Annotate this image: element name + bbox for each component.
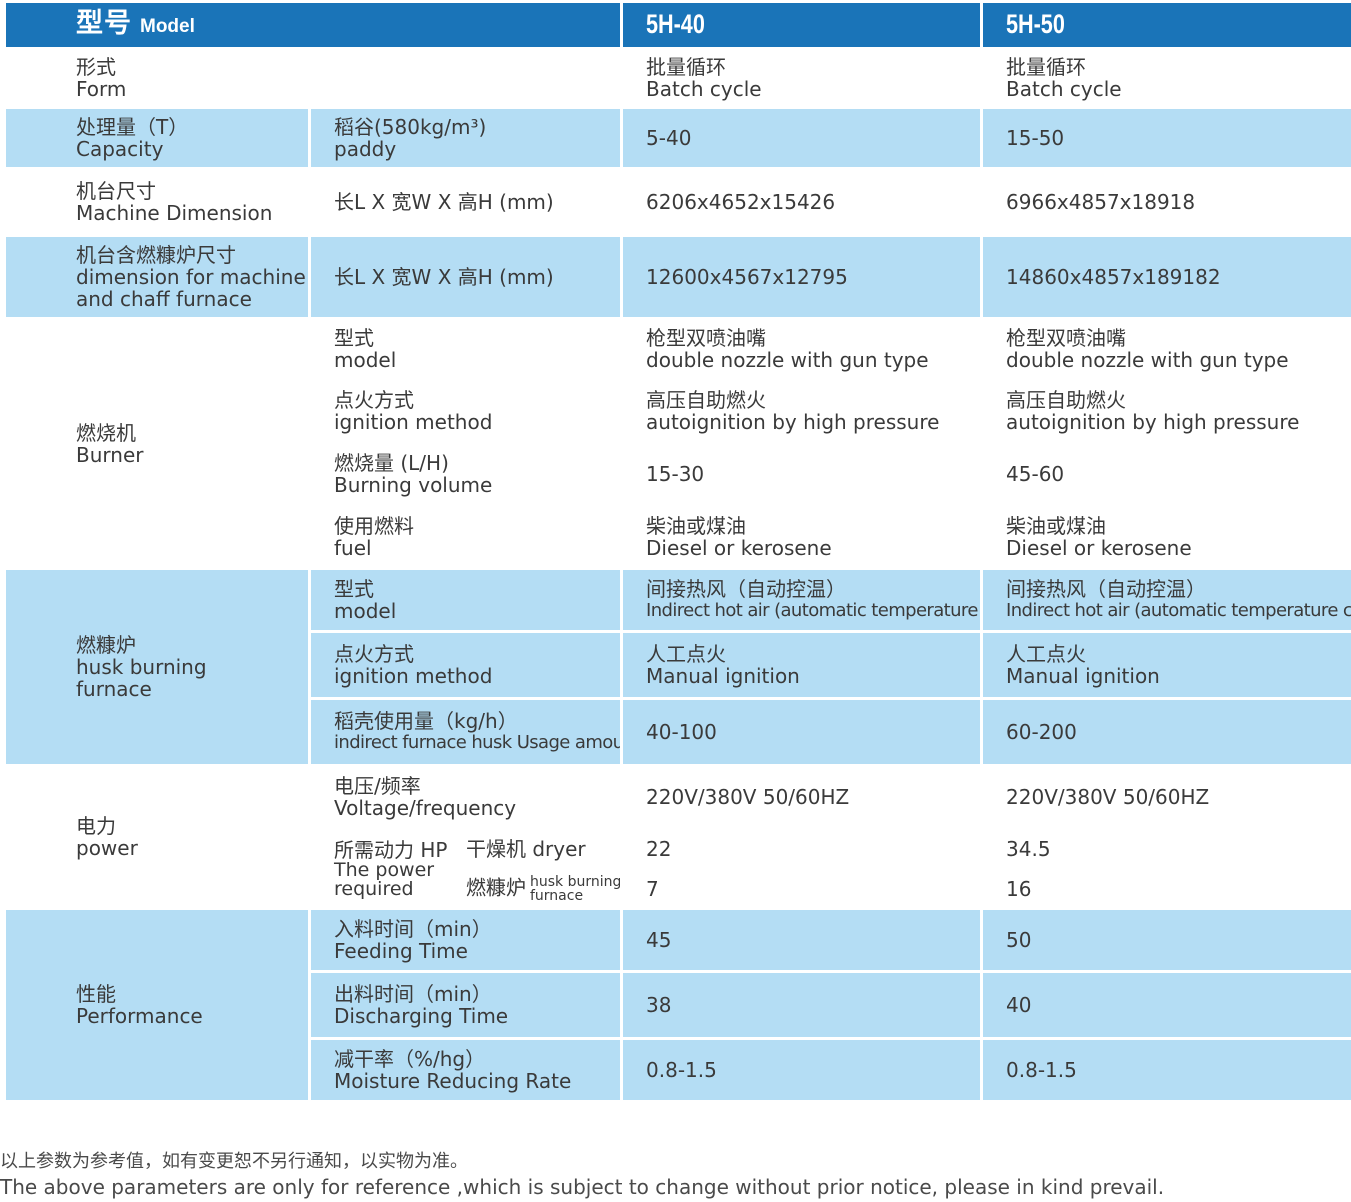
val-burner-model-5h50: 枪型双喷油嘴 double nozzle with gun type	[1006, 326, 1289, 372]
header-row: 型号 Model 5H-40 5H-50	[6, 3, 1351, 47]
row-husk-model: 燃糠炉 husk burning furnace 型式 model 间接热风（自动控温…	[6, 570, 1351, 700]
row-machine-dimension: 机台尺寸 Machine Dimension 长L X 宽W X 高H (mm) …	[6, 170, 1351, 234]
footnote-en: The above parameters are only for refere…	[0, 1175, 1165, 1199]
sub-burner-ignition: 点火方式 ignition method	[334, 388, 493, 434]
sub-dimension-chaff: 长L X 宽W X 高H (mm)	[334, 265, 554, 289]
val-husk-usage-5h50: 60-200	[1006, 720, 1077, 744]
sub-machine-dimension: 长L X 宽W X 高H (mm)	[334, 190, 554, 214]
row-burner-model: 燃烧机 Burner 型式 model 枪型双喷油嘴 double nozzle wi…	[6, 320, 1351, 466]
sub-burner-volume: 燃烧量 (L/H) Burning volume	[334, 451, 493, 497]
label-power: 电力 power	[76, 814, 138, 860]
header-model-zh: 型号	[76, 8, 132, 38]
sub-husk-ignition: 点火方式 ignition method	[334, 642, 493, 688]
val-dimension-chaff-5h50: 14860x4857x189182	[1006, 265, 1221, 289]
val-husk-ignition-5h40: 人工点火 Manual ignition	[646, 642, 800, 688]
val-burner-ignition-5h40: 高压自助燃火 autoignition by high pressure	[646, 388, 940, 434]
val-perf-discharging-5h50: 40	[1006, 993, 1032, 1017]
footnote-zh: 以上参数为参考值，如有变更恕不另行通知，以实物为准。	[0, 1151, 468, 1172]
sub-capacity: 稻谷(580kg/m³) paddy	[334, 115, 487, 161]
sub-perf-discharging: 出料时间（min） Discharging Time	[334, 982, 509, 1028]
row-perf-feeding: 性能 Performance 入料时间（min） Feeding Time 45 5…	[6, 910, 1351, 1027]
footnotes: 以上参数为参考值，如有变更恕不另行通知，以实物为准。 The above par…	[0, 1150, 1351, 1200]
val-machine-dimension-5h50: 6966x4857x18918	[1006, 190, 1196, 214]
label-capacity: 处理量（T） Capacity	[76, 115, 189, 161]
sub-perf-moisture: 减干率（%/hg） Moisture Reducing Rate	[334, 1047, 572, 1093]
val-power-voltage-5h50: 220V/380V 50/60HZ	[1006, 785, 1210, 809]
sub-power-dryer: 干燥机 dryer	[466, 836, 586, 861]
label-performance: 性能 Performance	[76, 982, 203, 1028]
header-model-en: Model	[140, 16, 195, 37]
val-husk-ignition-5h50: 人工点火 Manual ignition	[1006, 642, 1160, 688]
val-burner-volume-5h40: 15-30	[646, 462, 705, 486]
label-husk-furnace: 燃糠炉 husk burning furnace	[76, 633, 207, 701]
label-form: 形式 Form	[76, 55, 127, 101]
val-burner-fuel-5h50: 柴油或煤油 Diesel or kerosene	[1006, 514, 1192, 560]
val-perf-moisture-5h50: 0.8-1.5	[1006, 1058, 1077, 1082]
sub-husk-usage: 稻壳使用量（kg/h） indirect furnace husk Usage a…	[334, 709, 621, 753]
val-perf-discharging-5h40: 38	[646, 993, 672, 1017]
val-husk-model-5h50: 间接热风（自动控温） Indirect hot air (automatic te…	[1006, 577, 1351, 621]
val-dimension-chaff-5h40: 12600x4567x12795	[646, 265, 848, 289]
val-power-furnace-5h50: 16	[1006, 876, 1032, 901]
val-power-dryer-5h50: 34.5	[1006, 836, 1051, 861]
sub-perf-feeding: 入料时间（min） Feeding Time	[334, 917, 492, 963]
row-dimension-chaff: 机台含燃糠炉尺寸 dimension for machine and chaff f…	[6, 237, 1351, 317]
val-capacity-5h40: 5-40	[646, 126, 692, 150]
val-machine-dimension-5h40: 6206x4652x15426	[646, 190, 836, 214]
sub-power-voltage: 电压/频率 Voltage/frequency	[334, 774, 517, 820]
sub-burner-model: 型式 model	[334, 326, 397, 372]
sub-husk-model: 型式 model	[334, 577, 397, 623]
header-model-cell: 型号 Model	[6, 3, 621, 47]
sub-power-required: 所需动力 HP The power required	[334, 837, 448, 900]
val-form-5h40: 批量循环 Batch cycle	[646, 55, 762, 101]
val-perf-feeding-5h40: 45	[646, 928, 672, 952]
sub-burner-fuel: 使用燃料 fuel	[334, 514, 414, 560]
sub-form	[311, 50, 620, 106]
sub-power-furnace: 燃糠炉 husk burning furnace	[466, 873, 621, 904]
val-perf-moisture-5h40: 0.8-1.5	[646, 1058, 717, 1082]
header-col-5h50: 5H-50	[983, 3, 1351, 47]
label-burner: 燃烧机 Burner	[76, 420, 144, 467]
header-col-5h40: 5H-40	[623, 3, 981, 47]
label-dimension-chaff: 机台含燃糠炉尺寸 dimension for machine and chaff f…	[76, 243, 306, 311]
val-power-furnace-5h40: 7	[646, 876, 659, 901]
val-form-5h50: 批量循环 Batch cycle	[1006, 55, 1122, 101]
row-power-voltage: 电力 power 电压/频率 Voltage/frequency 220V/380V…	[6, 767, 1351, 859]
val-burner-ignition-5h50: 高压自助燃火 autoignition by high pressure	[1006, 388, 1300, 434]
val-burner-model-5h40: 枪型双喷油嘴 double nozzle with gun type	[646, 326, 929, 372]
val-burner-volume-5h50: 45-60	[1006, 462, 1065, 486]
spec-table: 型号 Model 5H-40 5H-50 形式 Form 批量循环 Batch cyc…	[3, 0, 1351, 1103]
val-power-dryer-5h40: 22	[646, 836, 672, 861]
val-power-voltage-5h40: 220V/380V 50/60HZ	[646, 785, 850, 809]
val-husk-usage-5h40: 40-100	[646, 720, 717, 744]
row-form: 形式 Form 批量循环 Batch cycle 批量循环 Batch cycle	[6, 50, 1351, 106]
label-machine-dimension: 机台尺寸 Machine Dimension	[76, 179, 273, 225]
val-husk-model-5h40: 间接热风（自动控温） Indirect hot air (automatic te…	[646, 577, 980, 621]
val-perf-feeding-5h50: 50	[1006, 928, 1032, 952]
val-capacity-5h50: 15-50	[1006, 126, 1065, 150]
row-capacity: 处理量（T） Capacity 稻谷(580kg/m³) paddy 5-40 15…	[6, 109, 1351, 167]
val-burner-fuel-5h40: 柴油或煤油 Diesel or kerosene	[646, 514, 832, 560]
